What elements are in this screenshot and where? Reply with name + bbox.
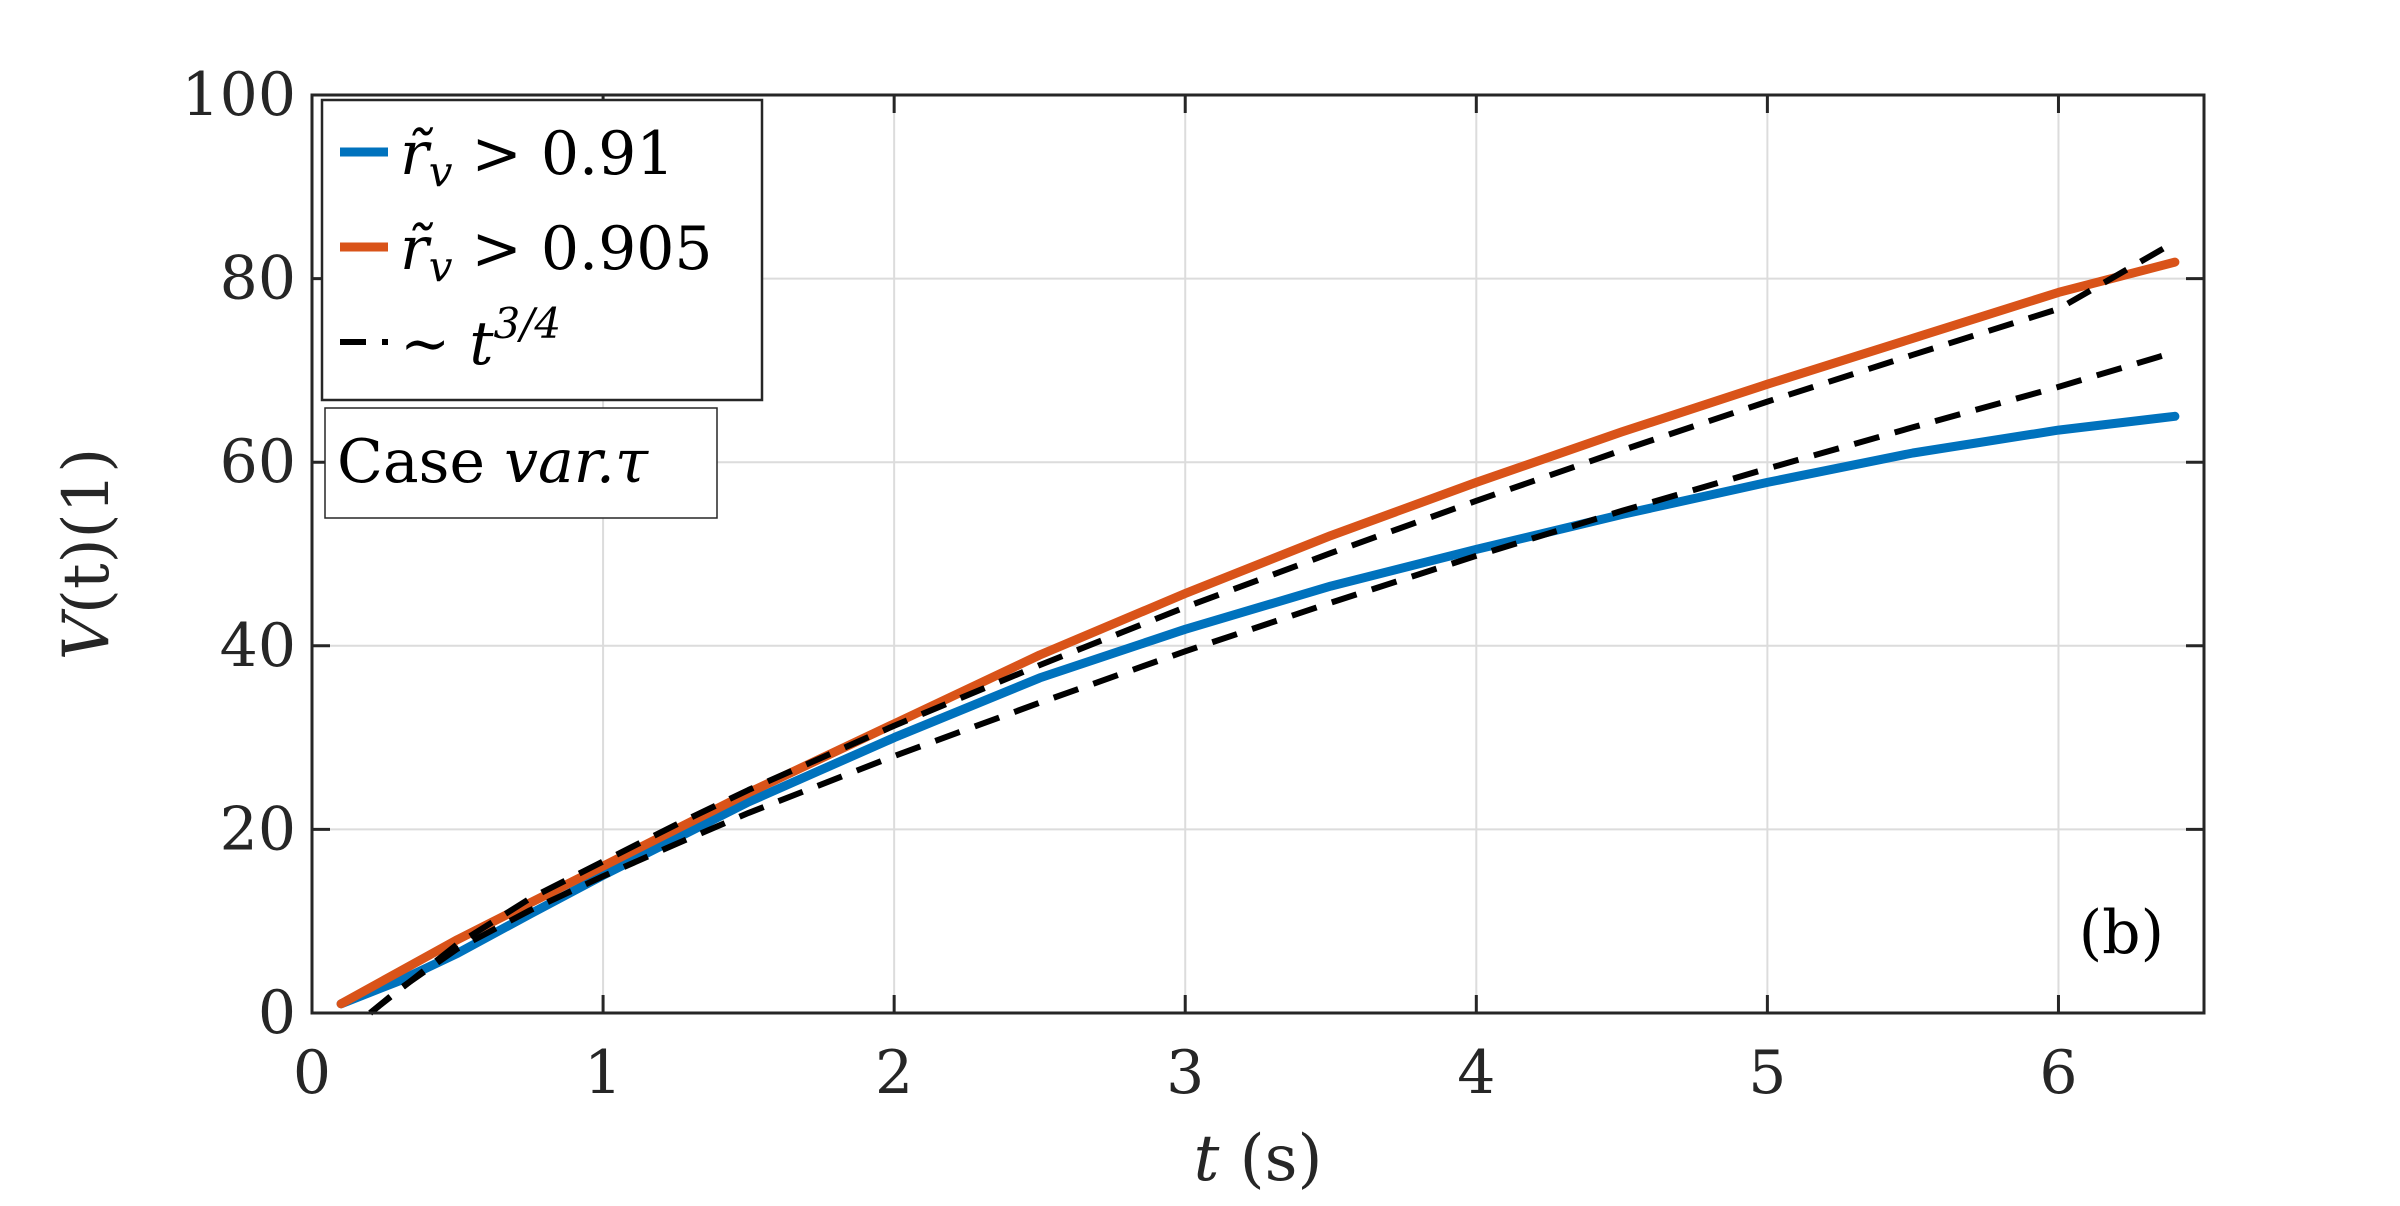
legend: r̃v > 0.91 r̃v > 0.905 ∼ t3/4 bbox=[320, 98, 764, 402]
y-axis-label: V(t)(1) bbox=[50, 448, 124, 661]
series-line-4 bbox=[368, 349, 2176, 1016]
legend-label-1: r̃v > 0.91 bbox=[400, 119, 674, 196]
x-tick-label: 2 bbox=[875, 1038, 913, 1108]
case-annotation-box bbox=[324, 407, 718, 519]
series-line-2 bbox=[336, 257, 2180, 1009]
x-tick-label: 4 bbox=[1457, 1038, 1495, 1108]
y-tick-label: 0 bbox=[258, 978, 296, 1048]
case-annotation-text: Case var.τ bbox=[337, 427, 649, 497]
panel-label: (b) bbox=[2079, 898, 2164, 968]
y-tick-label: 60 bbox=[220, 427, 296, 497]
legend-box bbox=[320, 98, 764, 402]
series-line-1 bbox=[336, 411, 2180, 1009]
plot-frame bbox=[310, 93, 2206, 1015]
legend-label-2: r̃v > 0.905 bbox=[400, 214, 713, 291]
x-tick-label: 5 bbox=[1748, 1038, 1786, 1108]
axis-labels: t (s) V(t)(1) bbox=[50, 448, 1322, 1196]
y-tick-label: 20 bbox=[220, 794, 296, 864]
x-tick-label: 0 bbox=[293, 1038, 331, 1108]
y-tick-label: 100 bbox=[181, 60, 296, 130]
x-tick-label: 3 bbox=[1166, 1038, 1204, 1108]
x-axis-label: t (s) bbox=[1194, 1122, 1323, 1196]
y-tick-label: 40 bbox=[220, 611, 296, 681]
annotations: Case var.τ (b) bbox=[324, 407, 2164, 968]
x-tick-label: 6 bbox=[2039, 1038, 2077, 1108]
legend-label-3: ∼ t3/4 bbox=[400, 299, 561, 379]
y-tick-label: 80 bbox=[220, 244, 296, 314]
series-line-3 bbox=[368, 239, 2177, 1016]
x-tick-label: 1 bbox=[584, 1038, 622, 1108]
series-lines bbox=[336, 239, 2180, 1016]
